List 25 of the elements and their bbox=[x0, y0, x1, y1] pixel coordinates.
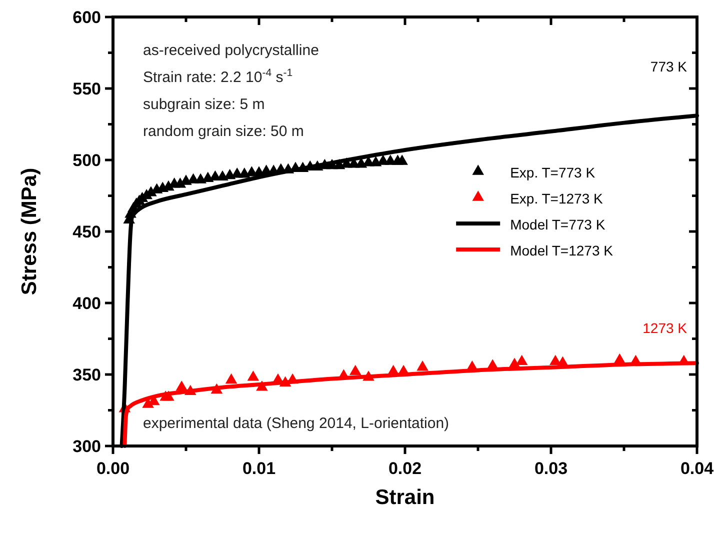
x-tick-label: 0.04 bbox=[680, 459, 714, 478]
x-tick-label: 0.02 bbox=[388, 459, 422, 478]
x-tick-label: 0.03 bbox=[534, 459, 568, 478]
y-tick-label: 550 bbox=[72, 80, 101, 98]
legend-label: Model T=773 K bbox=[510, 216, 606, 232]
legend-label: Model T=1273 K bbox=[510, 242, 614, 258]
y-tick-label: 300 bbox=[72, 437, 101, 456]
annotation: 773 K bbox=[650, 58, 688, 75]
y-tick-label: 500 bbox=[72, 151, 101, 170]
legend-label: Exp. T=1273 K bbox=[510, 190, 604, 206]
x-axis-title: Strain bbox=[375, 486, 435, 509]
annotation: subgrain size: 5 m bbox=[143, 96, 265, 113]
annotation: Strain rate: 2.2 10$^{-4}$ s$^{-1}$ bbox=[143, 67, 293, 86]
annotation: experimental data (Sheng 2014, L-orientation) bbox=[143, 415, 450, 432]
annotation: as-received polycrystalline bbox=[143, 42, 319, 59]
legend-label: Exp. T=773 K bbox=[510, 164, 596, 180]
y-tick-label: 400 bbox=[72, 294, 101, 313]
y-axis-title: Stress (MPa) bbox=[18, 168, 41, 296]
y-tick-label: 450 bbox=[72, 222, 101, 242]
annotation: random grain size: 50 m bbox=[143, 123, 304, 140]
x-tick-label: 0.00 bbox=[96, 459, 130, 478]
y-tick-label: 350 bbox=[72, 366, 101, 384]
y-tick-label: 600 bbox=[72, 8, 101, 27]
annotation: 1273 K bbox=[642, 320, 688, 336]
x-tick-label: 0.01 bbox=[242, 459, 276, 478]
